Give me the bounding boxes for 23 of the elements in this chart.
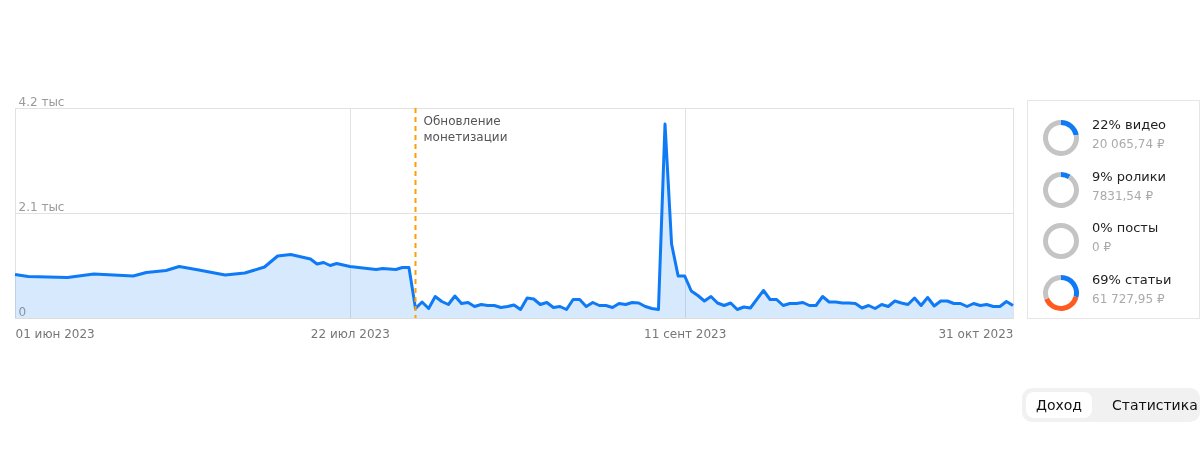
donut-slice <box>1043 274 1061 300</box>
x-tick-label: 31 окт 2023 <box>938 326 1014 341</box>
y-tick-label: 0 <box>18 304 27 319</box>
text: 7831,54 ₽ <box>1092 188 1154 203</box>
text: Статистика <box>1111 396 1199 415</box>
x-tick-label: 11 сент 2023 <box>644 326 727 341</box>
donut-slice <box>1061 171 1071 179</box>
text: 20 065,74 ₽ <box>1092 137 1165 151</box>
y-tick-label: 2.1 тыс <box>18 199 65 214</box>
text: 9% ролики <box>1092 168 1167 184</box>
donut-slice <box>1061 274 1079 297</box>
text: 0 ₽ <box>1092 240 1112 254</box>
text: 61 727,95 ₽ <box>1092 291 1165 306</box>
donut-slice <box>1044 295 1079 311</box>
x-tick-label: 22 июл 2023 <box>310 326 390 341</box>
ref-line-label: Обновление монетизации <box>423 114 508 144</box>
donut-slice <box>1061 120 1079 136</box>
x-tick-label: 01 июн 2023 <box>15 326 95 341</box>
text: 69% статьи <box>1092 271 1172 287</box>
text: Доход <box>1026 392 1093 418</box>
text: 22% видео <box>1092 117 1167 132</box>
text: 0% посты <box>1092 220 1159 235</box>
y-tick-label: 4.2 тыс <box>18 94 65 109</box>
